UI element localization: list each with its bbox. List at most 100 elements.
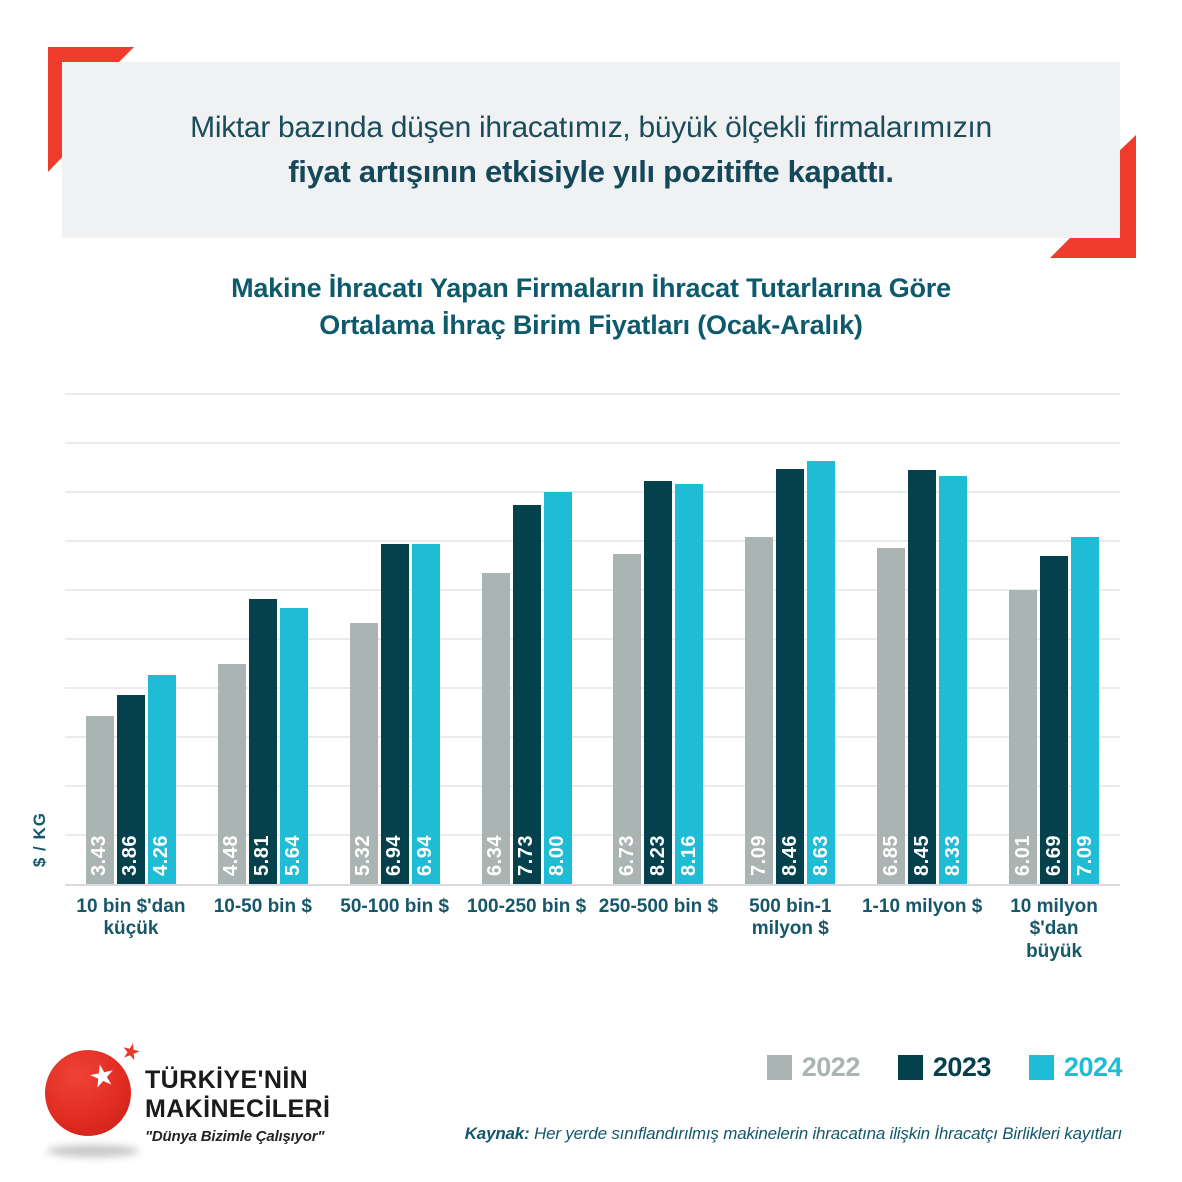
bar-value-label: 3.43 <box>88 835 111 876</box>
header-text-line2: fiyat artışının etkisiyle yılı pozitifte… <box>288 153 894 189</box>
gridline <box>65 785 1120 787</box>
legend-swatch-2024 <box>1028 1055 1054 1080</box>
bar-value-label: 6.34 <box>484 835 507 876</box>
gridline <box>65 589 1120 591</box>
gridline <box>65 834 1120 836</box>
bar-group: 7.09 8.46 8.63 <box>724 394 856 884</box>
bar-2022: 6.73 <box>613 554 642 884</box>
legend-swatch-2022 <box>766 1055 792 1080</box>
gridline <box>65 687 1120 689</box>
bar-value-wrap: 4.26 <box>148 835 176 876</box>
bar-value-wrap: 8.33 <box>939 835 967 876</box>
x-axis-category-labels: 10 bin $'dan küçük 10-50 bin $ 50-100 bin … <box>65 896 1120 963</box>
category-label: 500 bin-1 milyon $ <box>749 896 832 940</box>
category-label: 10 milyon $'dan büyük <box>1010 896 1098 962</box>
bar-value-label: 8.45 <box>910 835 933 876</box>
legend-item-2022: 2022 <box>766 1052 860 1083</box>
gridline <box>65 638 1120 640</box>
bar-value-wrap: 8.16 <box>675 835 703 876</box>
bar-value-label: 4.26 <box>150 835 173 876</box>
bar-2023: 6.94 <box>380 543 409 884</box>
bar-group: 6.85 8.45 8.33 <box>856 394 988 884</box>
category-label: 10-50 bin $ <box>213 896 312 917</box>
bar-value-wrap: 8.45 <box>908 835 936 876</box>
bar-2024: 6.94 <box>411 543 440 884</box>
bar-groups: 3.43 3.86 4.26 4.48 5.81 5.64 5.32 6.94 6.94 6.34… <box>65 394 1120 884</box>
bar-value-wrap: 3.43 <box>86 835 114 876</box>
bar-value-wrap: 8.46 <box>776 835 804 876</box>
bar-2024: 8.16 <box>675 484 704 884</box>
brand-logo: ★ ★ TÜRKİYE'NİN MAKİNECİLERİ "Dünya Bizi… <box>45 1036 330 1167</box>
category-label: 1-10 milyon $ <box>861 896 983 917</box>
gridline <box>65 442 1120 444</box>
bar-2022: 3.43 <box>85 715 114 884</box>
bar-value-label: 7.09 <box>747 835 770 876</box>
bar-value-wrap: 7.73 <box>513 835 541 876</box>
bar-value-label: 4.48 <box>220 835 243 876</box>
bar-2023: 7.73 <box>512 505 541 884</box>
logo-red-star-icon: ★ <box>118 1036 144 1067</box>
bar-value-label: 6.73 <box>615 835 638 876</box>
legend-label-2024: 2024 <box>1063 1052 1123 1082</box>
logo-brand-line1: TÜRKİYE'NİN <box>145 1066 309 1094</box>
bar-group: 6.34 7.73 8.00 <box>461 394 593 884</box>
bar-2023: 3.86 <box>116 694 145 884</box>
logo-shadow <box>47 1145 139 1157</box>
bar-value-label: 3.86 <box>119 835 142 876</box>
bar-2022: 6.34 <box>481 573 510 884</box>
bar-2023: 8.45 <box>908 469 937 884</box>
plot-area: 3.43 3.86 4.26 4.48 5.81 5.64 5.32 6.94 6.94 6.34… <box>65 393 1120 886</box>
source-label: Kaynak: <box>464 1124 530 1143</box>
bar-group: 6.73 8.23 8.16 <box>593 394 725 884</box>
bar-value-label: 8.16 <box>677 835 700 876</box>
bar-2024: 5.64 <box>279 607 308 884</box>
bar-group: 3.43 3.86 4.26 <box>65 394 197 884</box>
bar-group: 6.01 6.69 7.09 <box>988 394 1120 884</box>
y-axis-label: $ / KG <box>30 812 49 868</box>
chart-title-line2: Ortalama İhraç Birim Fiyatları (Ocak-Ara… <box>319 310 863 340</box>
bar-value-wrap: 6.69 <box>1040 835 1068 876</box>
legend-swatch-2023 <box>897 1055 923 1080</box>
gridline <box>65 491 1120 493</box>
bar-value-label: 8.23 <box>646 835 669 876</box>
bar-2024: 8.63 <box>807 461 836 884</box>
chart-title: Makine İhracatı Yapan Firmaların İhracat… <box>0 270 1182 344</box>
category-label: 50-100 bin $ <box>340 896 450 917</box>
logo-text: TÜRKİYE'NİN MAKİNECİLERİ "Dünya Bizimle … <box>145 1066 330 1145</box>
bar-value-wrap: 4.48 <box>218 835 246 876</box>
bar-value-label: 8.33 <box>941 835 964 876</box>
bar-2022: 7.09 <box>745 536 774 884</box>
gridline <box>65 393 1120 395</box>
bar-2023: 6.69 <box>1040 556 1069 884</box>
bar-value-label: 7.73 <box>515 835 538 876</box>
legend-item-2024: 2024 <box>1028 1052 1123 1083</box>
bar-value-label: 6.69 <box>1042 835 1065 876</box>
bar-group: 5.32 6.94 6.94 <box>329 394 461 884</box>
logo-tagline: "Dünya Bizimle Çalışıyor" <box>145 1128 325 1145</box>
bar-value-label: 5.64 <box>282 835 305 876</box>
bar-value-label: 5.81 <box>251 835 274 876</box>
legend-label-2023: 2023 <box>932 1052 992 1082</box>
bar-2024: 8.00 <box>543 492 572 884</box>
bar-2024: 4.26 <box>147 675 176 884</box>
source-line: Kaynak: Her yerde sınıflandırılmış makin… <box>422 1124 1122 1144</box>
bar-2023: 8.23 <box>644 480 673 884</box>
legend: 2022 2023 2024 <box>766 1052 1123 1083</box>
bar-value-wrap: 3.86 <box>117 835 145 876</box>
bar-value-label: 7.09 <box>1073 835 1096 876</box>
header-text-line1: Miktar bazında düşen ihracatımız, büyük … <box>190 110 992 144</box>
bar-value-wrap: 5.32 <box>350 835 378 876</box>
bar-2024: 7.09 <box>1071 536 1100 884</box>
bar-value-wrap: 6.94 <box>412 835 440 876</box>
bar-value-wrap: 6.73 <box>613 835 641 876</box>
bar-value-label: 8.00 <box>546 835 569 876</box>
gridline <box>65 540 1120 542</box>
source-text: Her yerde sınıflandırılmış makinelerin i… <box>529 1124 1122 1143</box>
bar-value-wrap: 7.09 <box>1071 835 1099 876</box>
bar-value-label: 8.46 <box>778 835 801 876</box>
bar-value-wrap: 5.64 <box>280 835 308 876</box>
bar-2024: 8.33 <box>939 475 968 884</box>
bar-group: 4.48 5.81 5.64 <box>197 394 329 884</box>
bar-value-label: 6.01 <box>1011 835 1034 876</box>
bar-value-wrap: 6.85 <box>877 835 905 876</box>
